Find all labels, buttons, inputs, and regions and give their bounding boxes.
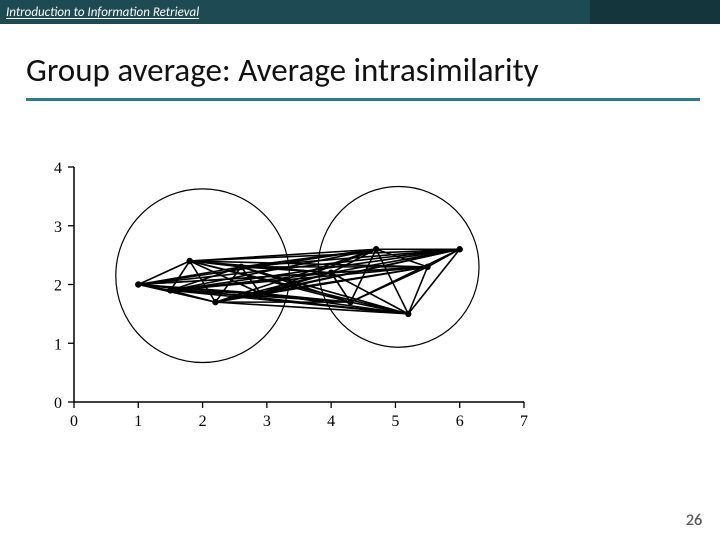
svg-text:0: 0 bbox=[54, 395, 62, 412]
course-label: Introduction to Information Retrieval bbox=[0, 5, 199, 20]
svg-text:4: 4 bbox=[327, 413, 335, 430]
svg-text:5: 5 bbox=[391, 413, 399, 430]
header-bar: Introduction to Information Retrieval bbox=[0, 0, 720, 24]
title-section: Group average: Average intrasimilarity bbox=[0, 24, 720, 107]
header-accent-block bbox=[590, 0, 720, 24]
svg-text:7: 7 bbox=[520, 413, 528, 430]
svg-text:4: 4 bbox=[54, 160, 62, 177]
slide-title: Group average: Average intrasimilarity bbox=[26, 52, 700, 88]
svg-text:2: 2 bbox=[54, 278, 62, 295]
page-number: 26 bbox=[686, 511, 702, 530]
svg-text:2: 2 bbox=[199, 413, 207, 430]
svg-text:3: 3 bbox=[263, 413, 271, 430]
cluster-chart: 0 1 2 3 4 5 6 7 0 1 2 3 4 bbox=[30, 147, 550, 447]
svg-text:1: 1 bbox=[54, 337, 62, 354]
svg-text:3: 3 bbox=[54, 219, 62, 236]
svg-text:6: 6 bbox=[456, 413, 464, 430]
svg-text:0: 0 bbox=[70, 413, 78, 430]
svg-text:1: 1 bbox=[134, 413, 142, 430]
title-underline bbox=[26, 98, 700, 101]
